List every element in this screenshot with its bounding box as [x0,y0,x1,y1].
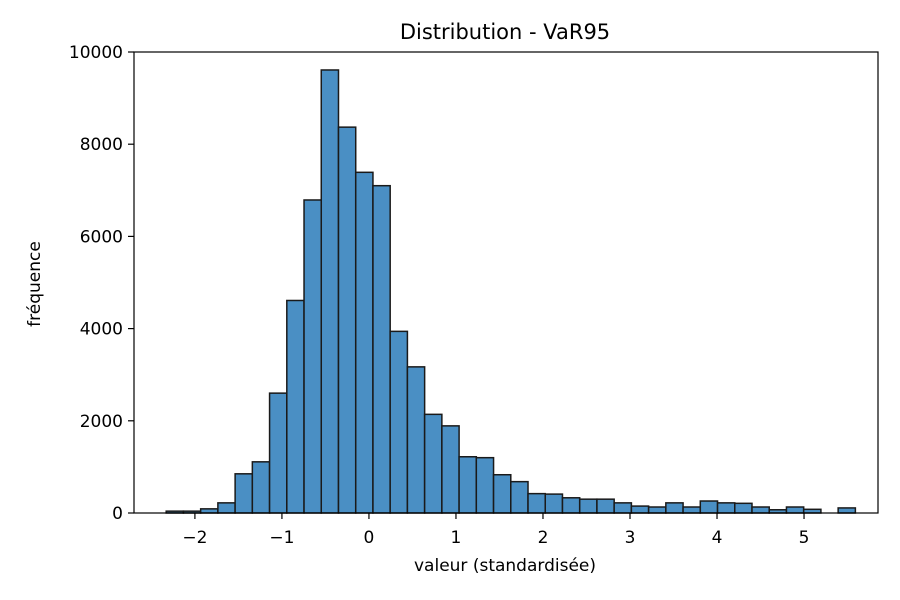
y-tick-label: 6000 [80,227,123,247]
x-tick-label: 3 [625,528,636,548]
histogram-bar [217,502,236,514]
histogram-bar [441,425,460,514]
histogram-bar [716,502,736,514]
histogram-bar [286,299,305,514]
y-tick-label: 0 [112,504,123,524]
histogram-bar [596,498,615,514]
x-tick-label: 1 [451,528,462,548]
x-tick-label: −2 [182,528,207,548]
x-axis-label: valeur (standardisée) [414,556,596,576]
x-tick-label: −1 [269,528,294,548]
histogram-bar [544,493,564,514]
x-axis-ticks: −2 −1 0 1 2 3 4 5 [182,513,809,548]
histogram-bar [647,506,667,514]
histogram-bar [734,502,753,514]
histogram-bar [354,171,374,514]
histogram-bar [372,184,391,514]
histogram-bar [320,69,340,514]
histogram-bar [389,330,409,514]
histogram-bar [268,392,288,514]
histogram-bar [251,461,271,514]
x-tick-label: 4 [712,528,723,548]
y-axis-ticks: 0 2000 4000 6000 8000 10000 [69,43,134,524]
histogram-bar [303,199,323,514]
histogram-bar [199,508,219,514]
histogram-bar [630,505,650,514]
chart-title: Distribution - VaR95 [400,20,610,44]
x-tick-label: 0 [364,528,375,548]
histogram-bar [561,497,581,514]
y-tick-label: 2000 [80,412,123,432]
histogram-bar [337,126,357,514]
histogram-bar [234,473,254,514]
y-tick-label: 4000 [80,320,123,340]
histogram-bar [423,413,443,514]
y-axis-label: fréquence [25,241,45,327]
histogram-bar [837,507,857,514]
histogram-bar [682,506,702,514]
histogram-bar [665,502,684,514]
histogram-bar [458,456,478,514]
histogram-bar [406,366,426,514]
histogram-bar [751,506,770,514]
x-tick-label: 2 [538,528,549,548]
histogram-bar [578,498,598,514]
histogram-bar [785,506,805,514]
x-tick-label: 5 [799,528,810,548]
plot-frame [133,51,879,514]
histogram-bar [699,500,719,514]
histogram-bar [510,480,529,514]
y-tick-label: 8000 [80,135,123,155]
histogram-bar [492,473,512,514]
y-tick-label: 10000 [69,43,123,63]
histogram-bar [475,456,495,514]
bars-group [165,69,857,514]
histogram-bar [613,502,633,514]
histogram-bar [527,492,546,514]
